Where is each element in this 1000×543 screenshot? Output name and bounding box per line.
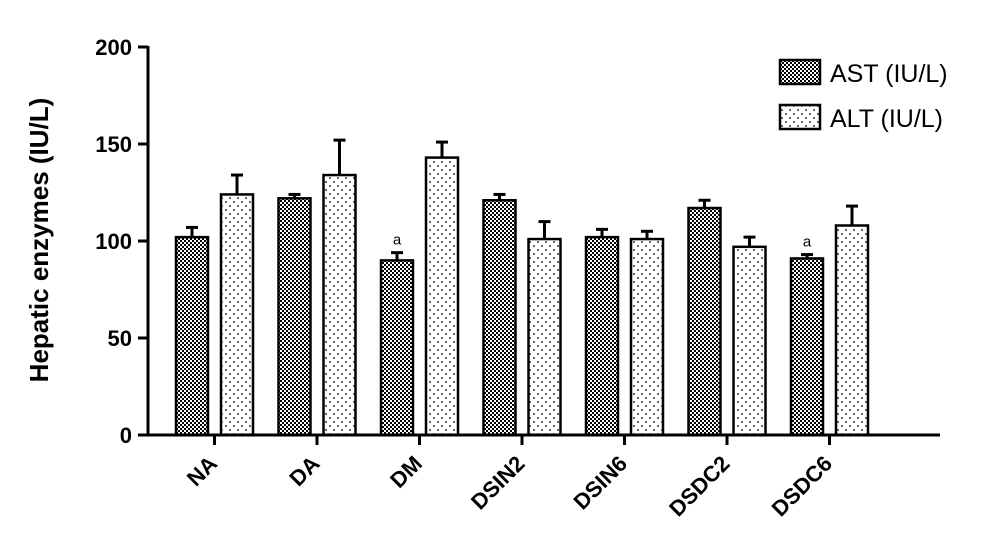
x-tick-label-dsdc2: DSDC2: [664, 451, 734, 521]
x-tick-label-da: DA: [284, 451, 324, 491]
annotation-dsdc6: a: [803, 234, 812, 251]
legend-label-alt: ALT (IU/L): [830, 105, 943, 133]
bar-dsin6-alt: [629, 237, 665, 437]
x-tick-label-dsin2: DSIN2: [466, 451, 529, 514]
x-tick-label-na: NA: [182, 451, 222, 491]
y-axis-title-group: Hepatic enzymes (IU/L): [24, 98, 54, 383]
legend-swatch-alt: [778, 103, 822, 131]
bar-dsin2-alt: [527, 237, 562, 437]
bar-na-alt: [219, 193, 255, 437]
bar-da-ast: [277, 197, 312, 437]
bar-dsdc2-ast: [687, 206, 722, 437]
x-tick-label-dsin6: DSIN6: [569, 451, 632, 514]
bar-dsdc6-alt: [834, 224, 870, 437]
legend-label-ast: AST (IU/L): [830, 60, 948, 88]
y-tick-label-50: 50: [108, 326, 132, 351]
y-axis-title: Hepatic enzymes (IU/L): [24, 98, 54, 383]
bar-dm-ast: [379, 259, 415, 437]
bar-da-alt: [322, 173, 357, 437]
x-tick-label-dsdc6: DSDC6: [767, 451, 837, 521]
bar-dsdc6-ast: [789, 257, 825, 437]
bar-dsin6-ast: [584, 235, 620, 437]
bar-dsin2-ast: [482, 199, 517, 437]
legend: AST (IU/L) ALT (IU/L): [778, 58, 948, 133]
x-tick-label-dm: DM: [385, 451, 427, 493]
y-tick-label-150: 150: [95, 132, 132, 157]
legend-swatch-ast: [778, 58, 822, 86]
y-tick-label-0: 0: [120, 423, 132, 448]
y-tick-label-100: 100: [95, 229, 132, 254]
bar-dsdc2-alt: [732, 245, 767, 437]
bar-na-ast: [174, 235, 210, 437]
y-tick-label-200: 200: [95, 35, 132, 60]
bar-dm-alt: [424, 156, 460, 437]
annotation-dm: a: [393, 232, 402, 249]
